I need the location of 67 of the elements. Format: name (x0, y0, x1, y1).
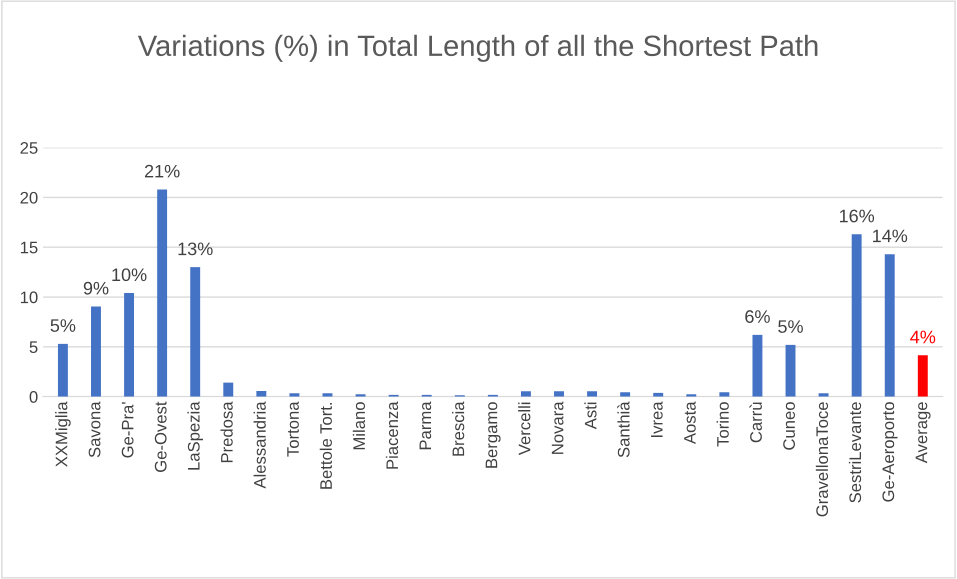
bar (786, 344, 796, 397)
bar (884, 254, 895, 397)
x-tick-label: LaSpezia (187, 401, 203, 470)
x-tick-label: Average (916, 402, 931, 464)
bar (587, 391, 598, 397)
data-label: 21% (144, 164, 180, 178)
bar (852, 234, 862, 397)
data-label: 5% (778, 320, 803, 333)
x-tick-label: Piacenza (386, 401, 398, 469)
bar (620, 392, 630, 397)
x-tick-label: XXMiglia (55, 401, 71, 467)
bar (124, 293, 134, 397)
x-tick-label: Ge-Pra' (122, 402, 134, 458)
x-tick-label: Ge-Aeroporto (882, 402, 898, 502)
y-tick-label: 15 (20, 242, 38, 254)
y-tick-label: 25 (20, 142, 38, 154)
bar (686, 394, 696, 397)
bar (356, 394, 366, 397)
x-tick-label: Savona (88, 401, 100, 458)
bar (190, 267, 200, 397)
x-tick-label: Bergamo (486, 402, 501, 468)
bar (223, 382, 234, 397)
x-tick-label: Vercelli (518, 402, 530, 456)
bar (818, 393, 829, 397)
bar (719, 392, 730, 397)
x-tick-label: Alessandria (254, 401, 266, 489)
data-label: 9% (84, 282, 108, 295)
y-tick-label: 20 (20, 192, 38, 204)
data-label: 6% (745, 310, 770, 323)
x-tick-label: Ivrea (651, 401, 663, 437)
x-tick-label: Novara (552, 401, 564, 454)
bar (918, 355, 928, 397)
x-tick-label: Asti (584, 402, 597, 430)
y-tick-label: 10 (20, 291, 38, 304)
bar (520, 391, 531, 397)
bar (91, 306, 101, 397)
bar (653, 392, 664, 397)
x-tick-label: Santhià (617, 401, 630, 458)
x-tick-label: Predosa (220, 401, 233, 462)
data-label: 14% (873, 230, 908, 242)
bar (157, 189, 168, 397)
x-tick-label: Cuneo (783, 402, 795, 450)
y-tick-label: 5 (30, 341, 38, 354)
x-tick-label: Bettole Tort. (320, 402, 332, 489)
x-tick-label: Brescia (452, 401, 464, 456)
x-tick-label: Milano (352, 402, 366, 450)
x-tick-label: GravellonaToce (816, 402, 828, 516)
bar (554, 391, 564, 397)
bar (289, 393, 300, 397)
x-tick-label: Tortona (287, 401, 299, 457)
x-tick-label: Parma (420, 401, 432, 450)
bar (752, 334, 762, 397)
bar (256, 390, 266, 397)
x-tick-label: Torino (716, 402, 729, 446)
bar (58, 344, 68, 397)
data-label: 10% (112, 268, 146, 282)
data-label: 5% (50, 319, 76, 332)
chart-title: Variations (%) in Total Length of all the Shortest Path (138, 34, 818, 62)
x-tick-label: Ge-Ovest (154, 402, 167, 472)
data-label: 13% (178, 242, 213, 256)
x-tick-label: Aosta (684, 401, 696, 444)
bar (322, 393, 332, 397)
y-tick-label: 0 (30, 391, 38, 403)
x-tick-label: SestriLevante (848, 402, 862, 503)
x-tick-label: Carrù (749, 402, 762, 442)
data-label: 4% (910, 330, 936, 344)
data-label: 16% (840, 210, 874, 222)
